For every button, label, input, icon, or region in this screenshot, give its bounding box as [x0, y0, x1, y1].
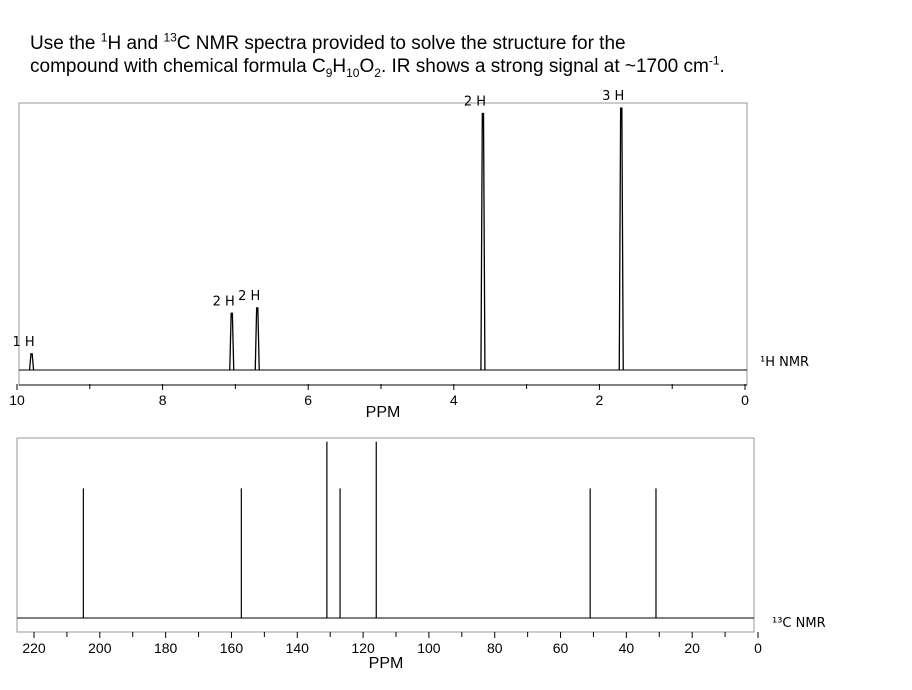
q1-text-b: H and [107, 33, 164, 54]
q1-text-a: Use the [30, 33, 101, 54]
q1-sup-2: 13 [163, 30, 177, 45]
q2-text-d: . IR shows a strong signal at ~1700 cm [380, 56, 709, 77]
q2-text-c: O [359, 56, 375, 77]
q2-sub-2: 10 [346, 65, 360, 80]
h-peak-3 [480, 112, 486, 371]
h-peak-4 [618, 107, 624, 371]
q2-text-b: H [332, 56, 347, 77]
h-nmr-label: ¹H NMR [760, 355, 809, 370]
h-integration-2: 2 H [238, 289, 260, 304]
h-peak-1 [229, 312, 235, 371]
question-line-2: compound with chemical formula C9H10O2. … [30, 53, 725, 80]
q1-text-c: C NMR spectra provided to solve the stru… [176, 33, 626, 54]
h-tick-label-4: 2 [596, 392, 604, 408]
h-integration-0: 1 H [12, 335, 34, 350]
h-tick-label-1: 8 [159, 392, 167, 408]
h-nmr-xlabel: PPM [366, 404, 401, 421]
h-integration-1: 2 H [213, 294, 235, 309]
h-integration-3: 2 H [464, 95, 486, 110]
q2-sub-1: 9 [325, 65, 333, 80]
h-tick-label-0: 10 [9, 392, 25, 408]
question-line-1: Use the 1H and 13C NMR spectra provided … [30, 32, 725, 55]
h-peak-0 [28, 353, 35, 371]
question-text: Use the 1H and 13C NMR spectra provided … [30, 32, 725, 80]
h-nmr-frame [18, 102, 748, 386]
h-integration-4: 3 H [602, 89, 624, 104]
q1-sup-1: 1 [100, 30, 108, 45]
q2-text-a: compound with chemical formula C [30, 56, 326, 77]
h-tick-label-5: 0 [741, 392, 749, 408]
q2-sub-3: 2 [374, 65, 381, 80]
q2-sup-1: -1 [708, 53, 720, 68]
h-tick-label-3: 4 [450, 392, 458, 408]
h-tick-label-2: 6 [304, 392, 312, 408]
q2-text-e: . [719, 56, 725, 77]
h-peak-2 [254, 307, 260, 371]
